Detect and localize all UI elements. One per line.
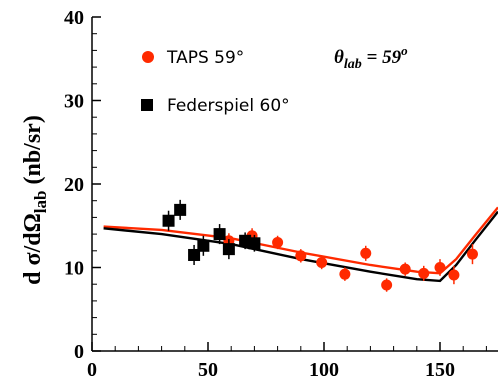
x-ticks: 0 50 100 150 (87, 342, 487, 381)
y-tick-label: 20 (64, 174, 84, 196)
data-point-taps (399, 263, 411, 275)
data-point-taps (434, 262, 446, 273)
data-point-taps (448, 269, 460, 281)
annotation-sub: lab (344, 57, 362, 72)
data-point-taps (418, 267, 430, 279)
y-ticks: 0 10 20 30 40 (64, 7, 101, 363)
model-curve (103, 210, 498, 283)
data-point-taps (272, 236, 284, 248)
model-curve (103, 206, 498, 275)
y-axis-label-sub: lab (31, 191, 50, 214)
x-tick-label: 100 (309, 359, 339, 381)
data-point-federspiel (213, 228, 226, 241)
data-points (162, 199, 478, 292)
data-point-federspiel (162, 214, 175, 227)
data-point-federspiel (248, 237, 261, 250)
svg-text:θlab = 59o: θlab = 59o (334, 43, 408, 72)
x-tick-label: 50 (198, 359, 218, 381)
y-tick-label: 10 (64, 258, 84, 280)
annotation-value: = 59 (362, 47, 402, 68)
legend-federspiel-marker (141, 99, 153, 111)
data-point-taps (360, 247, 372, 259)
data-point-taps (295, 250, 307, 262)
y-tick-label: 40 (64, 7, 84, 29)
model-curves (103, 206, 498, 283)
data-point-taps (466, 248, 478, 260)
data-point-taps (381, 279, 393, 291)
y-tick-label: 30 (64, 91, 84, 113)
legend-taps-marker (142, 51, 154, 63)
y-axis-label-main: d σ/dΩ (20, 213, 46, 285)
y-tick-label: 0 (74, 341, 84, 363)
x-tick-label: 0 (87, 359, 97, 381)
data-point-federspiel (222, 243, 235, 256)
data-point-taps (339, 268, 351, 280)
legend: TAPS 59° Federspiel 60° (141, 48, 290, 116)
y-axis-label: d σ/dΩlab (nb/sr) (20, 115, 50, 285)
annotation-theta: θ (334, 47, 344, 68)
data-point-federspiel (174, 203, 187, 216)
data-point-federspiel (239, 234, 252, 247)
legend-taps-label: TAPS 59° (166, 48, 244, 68)
data-point-federspiel (197, 239, 210, 252)
data-point-taps (316, 256, 328, 268)
plot-frame (91, 17, 498, 352)
angle-annotation: θlab = 59o (334, 43, 408, 72)
x-tick-label: 150 (425, 359, 455, 381)
annotation-degree: o (401, 43, 408, 58)
y-axis-label-unit: (nb/sr) (20, 115, 46, 190)
svg-text:d σ/dΩlab (nb/sr): d σ/dΩlab (nb/sr) (20, 115, 50, 285)
legend-federspiel-label: Federspiel 60° (167, 96, 290, 116)
data-point-federspiel (188, 248, 201, 261)
